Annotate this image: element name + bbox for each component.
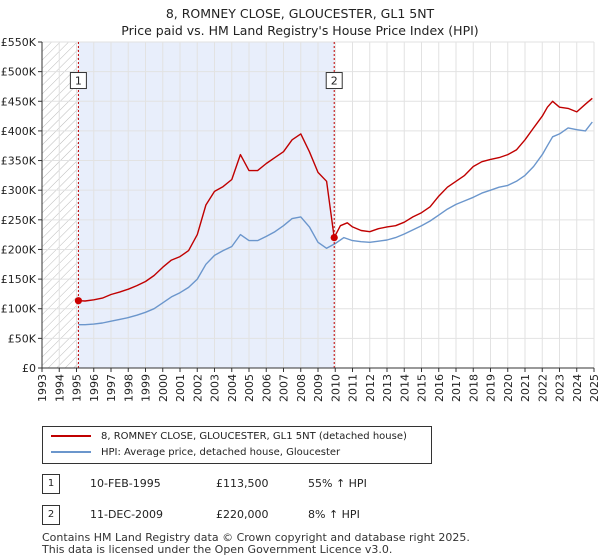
sale-date-2: 11-DEC-2009 [90,508,164,521]
x-tick-label: 2002 [191,374,204,402]
series-layer [78,97,593,326]
x-tick-label: 1997 [105,374,118,402]
sale-box-label-1: 1 [75,75,82,88]
sale-price-2: £220,000 [216,508,269,521]
x-tick-label: 2021 [519,374,532,402]
sale-badge-1: 1 [42,474,60,494]
hpi-line [78,121,593,326]
x-tick-label: 2009 [312,374,325,402]
x-tick-label: 2003 [209,374,222,402]
sale-date-1: 10-FEB-1995 [90,477,161,490]
y-tick-label: £500K [1,66,37,79]
x-tick-label: 2018 [467,374,480,402]
sale-hpi-2: 8% ↑ HPI [308,508,360,521]
x-tick-label: 1998 [122,374,135,402]
x-tick-label: 2014 [398,374,411,402]
grid-lines [41,41,595,369]
x-tick-label: 1995 [71,374,84,402]
chart-title: 8, ROMNEY CLOSE, GLOUCESTER, GL1 5NT [165,6,435,21]
sale-box-1 [69,72,87,90]
sale-box-label-2: 2 [331,75,338,88]
x-tick-label: 1999 [140,374,153,402]
sale-point-2 [330,234,338,242]
x-tick-label: 2019 [485,374,498,402]
sale-row-1: 1 10-FEB-1995 £113,500 55% ↑ HPI [42,474,562,494]
x-tick-label: 2024 [571,374,584,402]
y-tick-label: £200K [1,243,37,256]
legend: 8, ROMNEY CLOSE, GLOUCESTER, GL1 5NT (de… [42,426,432,464]
y-tick-label: £250K [1,214,37,227]
y-tick-label: £400K [1,125,37,138]
x-tick-label: 2012 [364,374,377,402]
legend-label-property: 8, ROMNEY CLOSE, GLOUCESTER, GL1 5NT (de… [101,431,407,442]
x-tick-label: 1994 [53,374,66,402]
x-tick-label: 2025 [588,374,600,402]
legend-item-property: 8, ROMNEY CLOSE, GLOUCESTER, GL1 5NT (de… [51,430,407,444]
legend-swatch-hpi [51,451,91,453]
x-tick-label: 2007 [278,374,291,402]
y-tick-label: £150K [1,273,37,286]
x-tick-label: 2004 [226,374,239,402]
sale-hpi-1: 55% ↑ HPI [308,477,367,490]
x-tick-label: 2001 [174,374,187,402]
y-tick-label: £550K [1,36,37,49]
plot-background [42,42,335,368]
sale-box-2 [325,72,343,90]
y-tick-label: £350K [1,155,37,168]
x-tick-label: 2005 [243,374,256,402]
x-tick-label: 2011 [347,374,360,402]
y-tick-label: £300K [1,184,37,197]
x-tick-label: 2015 [416,374,429,402]
sale-row-2: 2 11-DEC-2009 £220,000 8% ↑ HPI [42,505,562,525]
x-tick-label: 2008 [295,374,308,402]
footer-license: This data is licensed under the Open Gov… [42,543,393,556]
sale-point-1 [74,297,82,305]
legend-item-hpi: HPI: Average price, detached house, Glou… [51,446,340,460]
x-tick-label: 2022 [536,374,549,402]
x-tick-label: 1996 [88,374,101,402]
x-tick-label: 2020 [502,374,515,402]
sale-badge-2: 2 [42,505,60,525]
legend-label-hpi: HPI: Average price, detached house, Glou… [101,447,341,458]
x-tick-label: 2016 [433,374,446,402]
x-tick-label: 2006 [260,374,273,402]
x-tick-label: 2023 [554,374,567,402]
property-price-line [78,97,593,302]
x-tick-label: 2017 [450,374,463,402]
x-tick-label: 2010 [329,374,342,402]
y-tick-label: £100K [1,303,37,316]
y-tick-label: £450K [1,95,37,108]
x-tick-label: 2013 [381,374,394,402]
x-tick-label: 2000 [157,374,170,402]
legend-swatch-property [51,435,91,437]
axis-layer: £0 £50K £100K £150K £200K £250K £300K £350K £400… [1,36,600,402]
x-tick-label: 1993 [36,374,49,402]
y-tick-label: £50K [8,332,37,345]
sale-price-1: £113,500 [216,477,269,490]
pre-sale-hatch [42,42,79,368]
y-tick-label: £0 [22,362,36,375]
footer-copyright: Contains HM Land Registry data © Crown c… [42,531,470,544]
chart-subtitle: Price paid vs. HM Land Registry's House … [121,23,479,38]
